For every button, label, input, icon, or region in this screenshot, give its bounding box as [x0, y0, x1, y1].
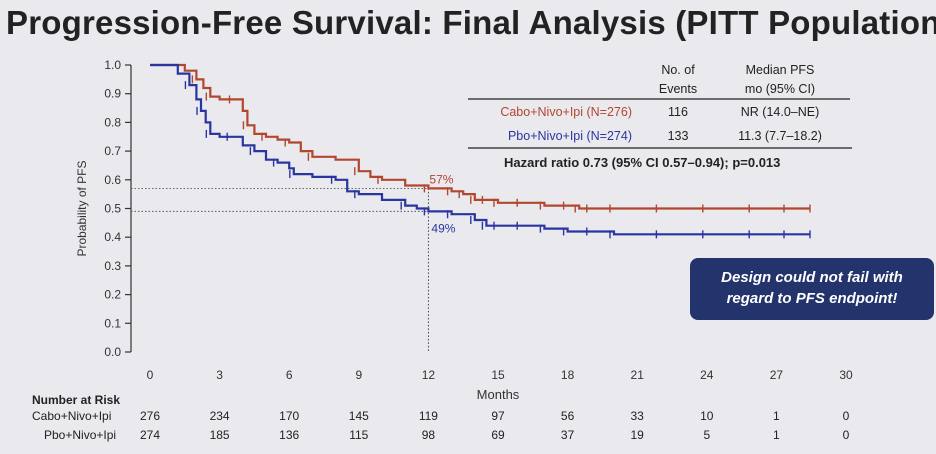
risk-value-pbo: 185	[209, 428, 230, 442]
risk-value-cabo: 10	[700, 409, 714, 423]
hazard-ratio: Hazard ratio 0.73 (95% CI 0.57–0.94); p=…	[504, 155, 780, 170]
stats-header-line2: Events	[659, 82, 697, 96]
y-tick-label: 0.2	[104, 288, 121, 302]
y-tick-label: 0.6	[104, 173, 121, 187]
km-curve-cabo	[150, 63, 788, 210]
risk-value-pbo: 115	[349, 428, 369, 442]
x-axis-label: Months	[477, 387, 520, 402]
y-axis-label: Probability of PFS	[75, 160, 89, 256]
risk-value-cabo: 56	[560, 409, 575, 423]
risk-value-cabo: 33	[630, 409, 644, 423]
risk-row-label-cabo: Cabo+Nivo+Ipi	[32, 409, 112, 423]
risk-value-pbo: 98	[421, 428, 436, 442]
y-tick-label: 0.7	[104, 144, 121, 158]
stats-median: NR (14.0–NE)	[741, 105, 820, 119]
x-tick-label: 15	[491, 368, 505, 382]
stats-events: 133	[668, 129, 689, 143]
y-tick-label: 1.0	[104, 58, 121, 72]
x-tick-label: 12	[422, 368, 436, 382]
x-tick-label: 24	[700, 368, 714, 382]
risk-value-pbo: 5	[703, 428, 711, 442]
y-tick-label: 0.9	[104, 87, 121, 101]
stats-events: 116	[668, 105, 688, 119]
stats-row-label: Cabo+Nivo+Ipi (N=276)	[500, 105, 632, 119]
annotation-49: 49%	[431, 221, 455, 235]
risk-value-cabo: 0	[842, 409, 850, 423]
risk-value-pbo: 19	[630, 428, 644, 442]
x-tick-label: 0	[147, 368, 154, 382]
x-tick-label: 3	[216, 368, 223, 382]
stats-header-line2: mo (95% CI)	[745, 82, 815, 96]
risk-value-cabo: 145	[348, 409, 369, 423]
risk-value-pbo: 37	[560, 428, 575, 442]
callout-line-2: regard to PFS endpoint!	[726, 290, 898, 307]
x-tick-label: 18	[561, 368, 575, 382]
x-tick-label: 27	[770, 368, 784, 382]
page-title: Progression-Free Survival: Final Analysi…	[6, 4, 936, 41]
x-tick-label: 6	[286, 368, 293, 382]
risk-value-cabo: 276	[139, 409, 161, 423]
x-tick-label: 21	[631, 368, 645, 382]
y-tick-label: 0.5	[104, 202, 121, 216]
risk-value-pbo: 1	[773, 428, 780, 442]
y-tick-label: 0.4	[104, 230, 121, 244]
callout-line-1: Design could not fail with	[721, 269, 903, 286]
risk-value-cabo: 170	[279, 409, 300, 423]
y-tick-label: 0.1	[104, 316, 121, 330]
design-callout: Design could not fail with regard to PFS…	[690, 258, 934, 320]
y-tick-label: 0.0	[104, 345, 121, 359]
x-tick-label: 9	[355, 368, 362, 382]
y-tick-label: 0.3	[104, 259, 121, 273]
y-tick-label: 0.8	[104, 115, 121, 129]
risk-value-pbo: 136	[279, 428, 300, 442]
risk-value-pbo: 0	[842, 428, 850, 442]
annotation-57: 57%	[429, 172, 453, 186]
stats-header-line1: No. of	[661, 63, 695, 77]
stats-row-label: Pbo+Nivo+Ipi (N=274)	[508, 129, 632, 143]
risk-value-cabo: 234	[209, 409, 230, 423]
risk-value-pbo: 274	[139, 428, 161, 442]
risk-value-pbo: 69	[491, 428, 505, 442]
risk-value-cabo: 1	[773, 409, 780, 423]
km-curve-pbo	[150, 63, 788, 236]
risk-row-label-pbo: Pbo+Nivo+Ipi	[44, 428, 117, 442]
stats-header-line1: Median PFS	[746, 63, 815, 77]
risk-value-cabo: 97	[491, 409, 505, 423]
risk-value-cabo: 119	[418, 409, 438, 423]
x-tick-label: 30	[839, 368, 853, 382]
risk-table-title: Number at Risk	[32, 393, 121, 407]
stats-median: 11.3 (7.7–18.2)	[738, 129, 822, 143]
